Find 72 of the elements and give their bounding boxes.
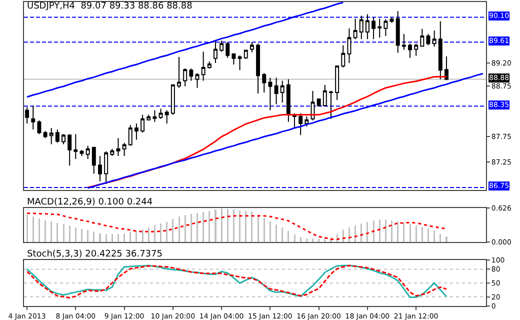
candlestick: [232, 52, 236, 65]
candlestick: [214, 40, 218, 64]
chart-title: MACD(12,26,9) 0.100 0.244: [27, 197, 153, 208]
candlestick: [43, 130, 48, 139]
candlestick: [128, 124, 132, 146]
candlestick: [195, 72, 200, 88]
candlestick: [408, 43, 412, 58]
candlestick: [122, 142, 126, 156]
candlestick: [390, 16, 394, 24]
candlestick: [384, 18, 388, 37]
candlestick: [298, 112, 303, 136]
line-series: [26, 212, 448, 240]
candlestick: [444, 56, 448, 81]
candlestick: [280, 80, 284, 104]
candlestick: [322, 84, 327, 107]
candlestick: [74, 134, 78, 160]
candlestick: [207, 60, 212, 70]
candlestick: [62, 134, 66, 145]
candlestick: [359, 15, 364, 40]
candlestick: [98, 155, 102, 182]
candlestick: [92, 146, 96, 174]
candlestick: [25, 106, 30, 124]
candlestick: [201, 51, 206, 82]
candlestick: [158, 108, 163, 120]
candlestick: [256, 43, 260, 94]
candlestick: [335, 66, 340, 101]
candlestick: [170, 84, 175, 116]
candlestick: [414, 43, 418, 56]
candlestick: [226, 42, 230, 58]
candlestick: [49, 128, 54, 145]
candlestick: [420, 28, 424, 48]
candlestick: [262, 72, 266, 93]
candlestick: [372, 16, 376, 40]
candlestick: [432, 30, 436, 48]
candlestick: [146, 114, 151, 121]
candlestick: [220, 40, 224, 52]
candlestick: [438, 20, 442, 80]
candlestick: [353, 18, 358, 40]
candlestick: [116, 138, 120, 156]
candlestick: [37, 120, 42, 135]
candlestick: [152, 110, 157, 122]
candlestick: [68, 134, 72, 166]
candlestick: [250, 42, 254, 53]
candlestick: [177, 56, 181, 88]
candlestick: [164, 110, 169, 124]
candlestick: [183, 68, 188, 87]
candlestick: [140, 114, 145, 134]
candlestick: [378, 18, 382, 38]
candlestick: [341, 44, 346, 68]
candlestick: [189, 68, 194, 82]
candlestick: [238, 54, 242, 71]
candlestick: [329, 90, 333, 120]
candlestick: [110, 148, 114, 156]
chart-title: USDJPY,H4 89.07 89.33 88.86 88.88: [27, 1, 193, 12]
candlestick: [304, 116, 309, 127]
candlestick: [396, 10, 400, 54]
candlestick: [286, 78, 290, 122]
candlestick: [55, 129, 60, 144]
candlestick: [402, 34, 406, 50]
line-series: [26, 264, 448, 298]
candlestick: [268, 77, 272, 111]
candlestick: [316, 98, 321, 107]
candlestick: [347, 28, 352, 64]
candlestick: [134, 122, 138, 140]
candlestick: [365, 14, 370, 40]
chart-title: Stoch(5,3,3) 20.4225 36.7375: [27, 249, 162, 260]
candlestick: [274, 77, 278, 105]
candlestick: [31, 105, 36, 130]
candlestick: [80, 149, 84, 156]
candlestick: [104, 150, 108, 184]
candlestick: [86, 145, 90, 160]
candlestick: [244, 49, 248, 60]
